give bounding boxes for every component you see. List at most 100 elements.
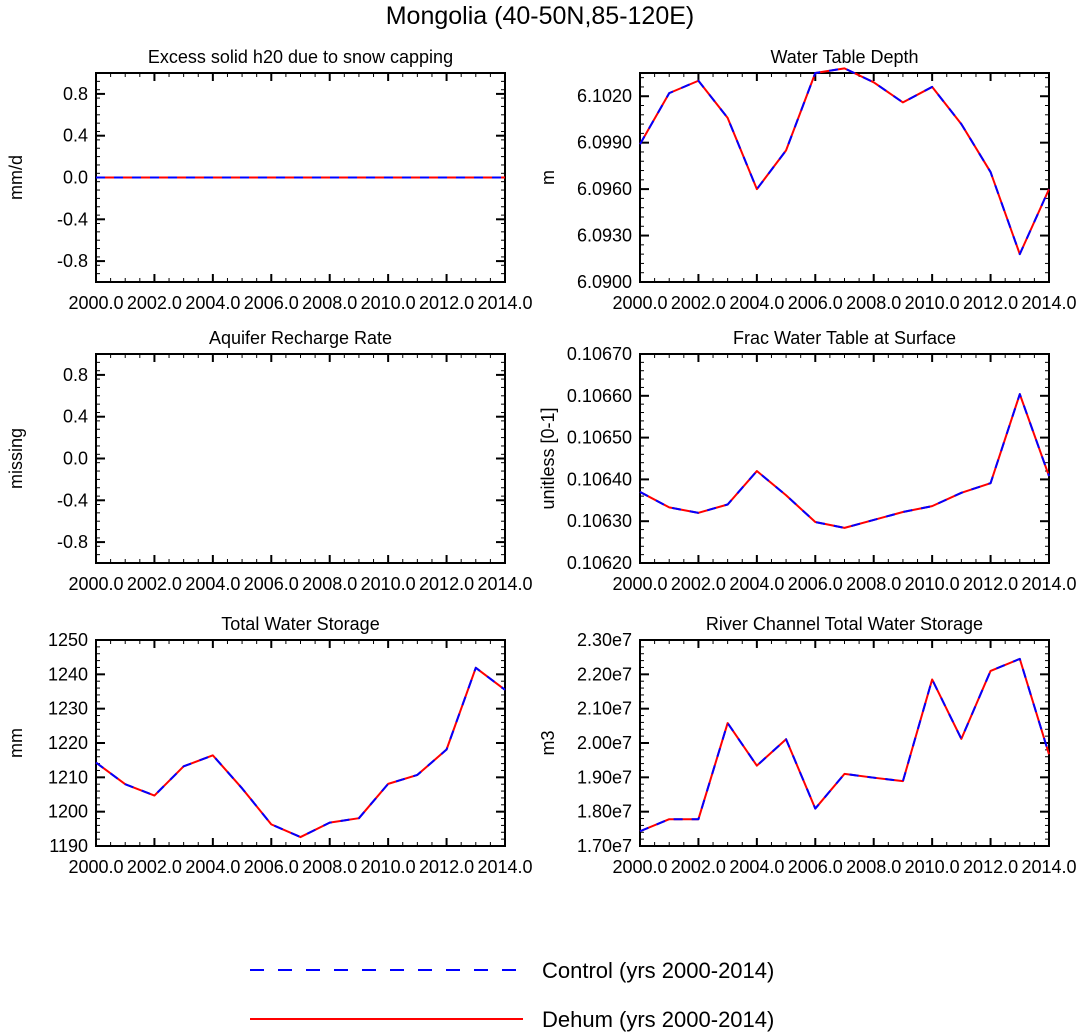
x-tick-label: 2010.0 [905,293,960,313]
series-line-dehum [639,67,1050,256]
y-tick-label: -0.8 [57,532,88,552]
series-line-control [95,666,506,839]
series-line-dehum [95,666,506,839]
x-tick-label: 2002.0 [671,293,726,313]
plot-frame [639,639,1050,847]
figure-title: Mongolia (40-50N,85-120E) [386,2,695,30]
chart-panel: Excess solid h20 due to snow capping 2000… [6,47,533,313]
plot-frame [639,72,1050,283]
y-axis-label: unitless [0-1] [538,407,558,509]
chart-title: Frac Water Table at Surface [733,328,956,348]
y-tick-label: 0.10630 [567,511,632,531]
y-tick-label: 2.20e7 [577,664,632,684]
y-tick-label: 1230 [48,699,88,719]
x-tick-label: 2000.0 [612,574,667,594]
y-axis-label: mm [6,728,26,758]
y-axis-label: mm/d [6,155,26,200]
x-tick-label: 2012.0 [963,574,1018,594]
x-tick-label: 2012.0 [419,574,474,594]
x-tick-label: 2002.0 [127,293,182,313]
y-tick-label: 6.0930 [577,226,632,246]
x-tick-label: 2006.0 [244,574,299,594]
x-tick-label: 2002.0 [127,574,182,594]
y-axis-label: m3 [538,730,558,755]
x-tick-label: 2004.0 [185,857,240,877]
y-tick-label: 2.10e7 [577,699,632,719]
x-tick-label: 2012.0 [963,857,1018,877]
y-tick-label: 1190 [49,836,88,856]
x-tick-label: 2000.0 [612,857,667,877]
x-tick-label: 2008.0 [302,293,357,313]
x-tick-label: 2004.0 [185,574,240,594]
x-tick-label: 2014.0 [477,857,532,877]
x-tick-label: 2006.0 [788,574,843,594]
x-tick-label: 2002.0 [127,857,182,877]
y-tick-label: 1240 [48,664,88,684]
y-tick-label: 0.10670 [567,344,632,364]
x-tick-label: 2000.0 [612,293,667,313]
plot-frame [95,639,506,847]
x-tick-label: 2010.0 [905,574,960,594]
x-tick-label: 2014.0 [477,293,532,313]
chart-panel: Water Table Depth 2000.0 2002.0 2004.0 2006.… [538,47,1077,313]
y-tick-label: 6.0900 [577,272,632,292]
plot-frame [639,353,1050,564]
x-tick-label: 2010.0 [361,574,416,594]
y-tick-label: 1200 [48,802,88,822]
series-line-dehum [639,393,1050,529]
y-tick-label: 0.10620 [567,553,632,573]
x-tick-label: 2004.0 [729,574,784,594]
y-tick-label: 1220 [48,733,88,753]
x-tick-label: 2006.0 [244,293,299,313]
y-tick-label: 1250 [48,630,88,650]
y-tick-label: 0.10640 [567,469,632,489]
x-tick-label: 2006.0 [244,857,299,877]
y-tick-label: 6.1020 [577,86,632,106]
y-tick-label: 6.0990 [577,133,632,153]
x-tick-label: 2014.0 [477,574,532,594]
y-tick-label: 1.70e7 [577,836,632,856]
y-axis-label: missing [6,428,26,489]
y-tick-label: -0.8 [57,251,88,271]
x-tick-label: 2012.0 [963,293,1018,313]
plot-frame [95,353,506,564]
y-tick-label: 0.8 [63,84,88,104]
x-tick-label: 2002.0 [671,857,726,877]
x-tick-label: 2006.0 [788,857,843,877]
x-tick-label: 2008.0 [302,857,357,877]
legend: Control (yrs 2000-2014) Dehum (yrs 2000-2… [250,958,774,1032]
x-tick-label: 2010.0 [361,857,416,877]
x-tick-label: 2004.0 [729,857,784,877]
series-line-dehum [639,657,1050,833]
x-tick-label: 2010.0 [905,857,960,877]
legend-label-control: Control (yrs 2000-2014) [542,958,774,983]
x-tick-label: 2002.0 [671,574,726,594]
x-tick-label: 2012.0 [419,857,474,877]
x-tick-label: 2014.0 [1021,293,1076,313]
chart-title: Total Water Storage [221,614,379,634]
x-tick-label: 2004.0 [185,293,240,313]
y-tick-label: 1.90e7 [577,767,632,787]
y-tick-label: 1.80e7 [577,802,632,822]
y-tick-label: 6.0960 [577,179,632,199]
y-tick-label: 0.8 [63,365,88,385]
y-tick-label: 2.00e7 [577,733,632,753]
y-tick-label: 0.0 [63,168,88,188]
y-tick-label: 0.4 [63,407,88,427]
y-axis-label: m [538,170,558,185]
chart-title: River Channel Total Water Storage [706,614,983,634]
x-tick-label: 2004.0 [729,293,784,313]
series-line-control [639,393,1050,529]
x-tick-label: 2000.0 [68,857,123,877]
x-tick-label: 2010.0 [361,293,416,313]
chart-title: Aquifer Recharge Rate [209,328,392,348]
x-tick-label: 2014.0 [1021,574,1076,594]
legend-label-dehum: Dehum (yrs 2000-2014) [542,1007,774,1032]
y-tick-label: 0.4 [63,126,88,146]
y-tick-label: -0.4 [57,209,88,229]
